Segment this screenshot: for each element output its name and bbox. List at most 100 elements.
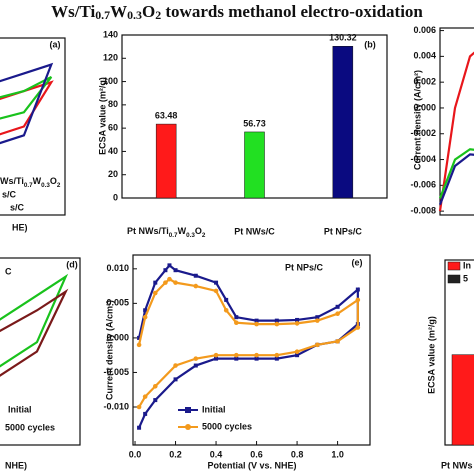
y-axis-label: ECSA value (m²/g)	[426, 316, 436, 394]
panel-label: (d)	[66, 259, 78, 269]
marker	[224, 297, 229, 302]
y-tick-label: 0.000	[413, 102, 436, 112]
marker	[274, 318, 279, 323]
y-tick-label: 80	[108, 99, 118, 109]
legend-label: Initial	[202, 404, 226, 414]
series-line	[0, 80, 54, 136]
y-tick-label: -0.005	[103, 367, 129, 377]
x-tick-label: 1.0	[331, 449, 344, 459]
figure-title: Ws/Ti0.7W0.3O2 towards methanol electro-…	[51, 2, 423, 22]
marker	[234, 352, 239, 358]
marker	[315, 318, 320, 323]
series-line	[0, 62, 54, 145]
panel-label: (e)	[352, 257, 363, 267]
series-line	[0, 273, 69, 368]
marker	[315, 315, 320, 320]
y-tick-label: 60	[108, 123, 118, 133]
legend-swatch	[447, 274, 461, 284]
x-tick-label: 0.6	[250, 449, 263, 459]
marker	[173, 268, 178, 273]
marker	[355, 297, 361, 303]
y-tick-label: 40	[108, 146, 118, 156]
marker	[137, 425, 142, 430]
legend-label: 5000 cycles	[5, 422, 55, 432]
plot-frame	[444, 259, 474, 446]
x-tick-label: Pt NWs	[441, 460, 473, 470]
marker	[254, 321, 259, 327]
marker	[295, 317, 300, 322]
y-tick-label: 140	[103, 29, 118, 39]
marker	[173, 363, 178, 368]
x-tick-label: Pt NPs/C	[324, 226, 363, 236]
marker	[142, 314, 148, 320]
marker	[153, 398, 158, 403]
marker	[193, 283, 199, 289]
marker	[223, 307, 229, 313]
legend-label: 5000 cycles	[202, 421, 252, 431]
marker	[274, 352, 280, 358]
panel-label: (a)	[50, 39, 61, 49]
marker	[254, 318, 259, 323]
marker	[153, 280, 158, 285]
legend-label: s/C	[10, 202, 25, 212]
y-tick-label: 0.000	[106, 332, 129, 342]
marker	[355, 325, 361, 330]
y-axis-label: Current density (A/cm²)	[104, 300, 114, 400]
marker	[214, 280, 219, 285]
marker	[335, 304, 340, 309]
marker	[167, 276, 172, 282]
legend-label: Ws/Ti0.7W0.3O2	[0, 176, 61, 188]
y-tick-label: -0.006	[410, 180, 436, 190]
y-tick-label: 0.006	[413, 25, 436, 35]
marker	[193, 363, 198, 368]
x-axis-label: HE)	[12, 222, 28, 232]
series-line	[0, 75, 53, 120]
series-line	[438, 153, 474, 206]
y-tick-label: 0	[113, 192, 118, 202]
marker	[152, 290, 158, 296]
y-tick-label: 0.005	[106, 298, 129, 308]
marker	[136, 404, 142, 410]
x-tick-label: Pt NWs/C	[234, 226, 275, 236]
marker	[254, 352, 259, 358]
y-axis-label: ECSA value (m²/g)	[97, 77, 107, 155]
marker	[274, 356, 279, 361]
marker	[315, 342, 320, 348]
annotation: C	[5, 266, 12, 276]
marker	[136, 342, 142, 348]
marker	[335, 311, 340, 317]
marker	[142, 394, 148, 399]
value-label: 63.48	[155, 110, 178, 120]
series-line	[438, 51, 474, 212]
marker	[234, 315, 239, 320]
bar	[244, 131, 265, 199]
y-tick-label: 20	[108, 169, 118, 179]
marker	[173, 280, 178, 285]
value-label: 56.73	[243, 118, 266, 128]
value-label: 130.32	[329, 33, 357, 43]
x-tick-label: 0.0	[129, 449, 142, 459]
marker	[137, 335, 142, 340]
x-tick-label: Pt NWs/Ti0.7W0.3O2	[127, 226, 206, 238]
marker	[143, 308, 148, 313]
series-line	[0, 288, 69, 377]
plot-frame	[132, 254, 371, 446]
x-tick-label: 0.8	[291, 449, 304, 459]
legend-label: Initial	[8, 404, 32, 414]
marker	[143, 411, 148, 416]
marker	[213, 352, 219, 358]
plot-frame	[439, 27, 474, 216]
marker	[193, 273, 198, 278]
marker	[167, 263, 172, 268]
marker	[355, 287, 360, 292]
bar	[451, 354, 474, 446]
plot-frame	[0, 257, 81, 446]
x-axis-label: Potential (V vs. NHE)	[207, 460, 296, 470]
marker	[163, 268, 168, 273]
marker	[274, 321, 280, 327]
legend-marker	[185, 424, 191, 430]
y-tick-label: -0.004	[410, 154, 436, 164]
marker	[214, 356, 219, 361]
x-axis-label: NHE)	[5, 460, 27, 470]
